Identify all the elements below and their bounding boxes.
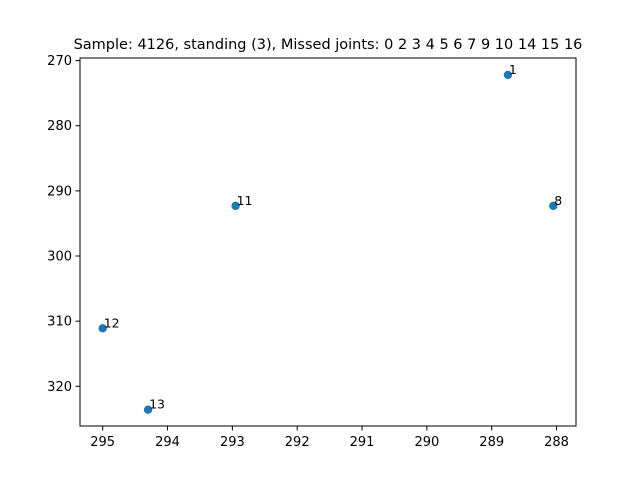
- data-point-label: 8: [554, 193, 562, 208]
- data-points: 1 8 11 12 13: [98, 62, 562, 414]
- data-point-label: 1: [509, 62, 517, 77]
- x-tick-label: 295: [90, 435, 115, 450]
- y-tick-label: 310: [47, 315, 72, 330]
- data-point-label: 12: [104, 315, 120, 330]
- data-point: [143, 405, 153, 414]
- x-tick-label: 288: [544, 435, 569, 450]
- y-tick-label: 270: [47, 54, 72, 69]
- x-tick-label: 293: [220, 435, 245, 450]
- y-tick-label: 300: [47, 250, 72, 265]
- x-tick-label: 292: [285, 435, 310, 450]
- y-tick-label: 280: [47, 119, 72, 134]
- y-tick-label: 320: [47, 380, 72, 395]
- x-tick-label: 294: [155, 435, 180, 450]
- data-point: [549, 201, 558, 211]
- data-point-label: 11: [237, 193, 253, 208]
- x-tick-label: 291: [350, 435, 375, 450]
- plot-frame: [79, 57, 577, 427]
- x-tick-label: 290: [414, 435, 439, 450]
- data-point: [503, 70, 513, 80]
- chart-title: Sample: 4126, standing (3), Missed joint…: [74, 37, 583, 53]
- data-point: [98, 324, 107, 333]
- data-point-label: 13: [149, 397, 165, 412]
- x-tick-label: 289: [479, 435, 504, 450]
- axis-ticks: 295 294 293 292 291 290 289 288 270 280 290 300 310 3…: [47, 54, 569, 450]
- data-point: [231, 201, 240, 211]
- y-tick-label: 290: [47, 184, 72, 199]
